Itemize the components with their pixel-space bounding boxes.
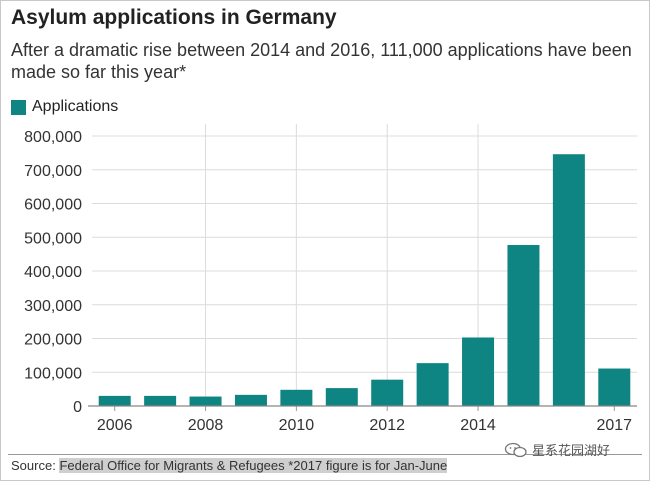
wechat-icon: [504, 442, 527, 457]
bar-2015: [507, 245, 540, 406]
legend-label: Applications: [32, 98, 119, 115]
y-tick-label: 100,000: [24, 365, 82, 382]
bar-2017: [598, 368, 631, 406]
bar-2014: [462, 337, 495, 406]
x-tick-label: 2012: [369, 417, 405, 434]
bar-2008: [189, 396, 222, 406]
x-tick-label: 2017: [596, 417, 632, 434]
x-tick-label: 2010: [279, 417, 315, 434]
y-tick-label: 400,000: [24, 264, 82, 281]
bar-2010: [280, 389, 313, 406]
source-note: Source: Federal Office for Migrants & Re…: [11, 458, 448, 473]
y-tick-label: 300,000: [24, 298, 82, 315]
legend: Applications: [11, 98, 118, 116]
y-tick-label: 800,000: [24, 129, 82, 146]
x-tick-label: 2014: [460, 417, 496, 434]
watermark: 星系花园湖好: [504, 440, 610, 459]
watermark-text: 星系花园湖好: [532, 443, 611, 458]
footer-divider: [8, 454, 642, 455]
chart-subtitle: After a dramatic rise between 2014 and 2…: [11, 40, 632, 82]
y-tick-label: 700,000: [24, 163, 82, 180]
bar-2016: [552, 154, 585, 406]
source-detail: Federal Office for Migrants & Refugees *…: [59, 458, 448, 473]
bar-2013: [416, 363, 449, 406]
chart-title: Asylum applications in Germany: [11, 6, 337, 29]
bar-2011: [325, 388, 358, 406]
y-tick-label: 200,000: [24, 332, 82, 349]
y-tick-label: 500,000: [24, 230, 82, 247]
bar-2006: [98, 395, 131, 406]
x-tick-label: 2008: [188, 417, 224, 434]
source-label: Source:: [11, 458, 56, 473]
bar-2009: [234, 394, 267, 406]
y-tick-label: 600,000: [24, 197, 82, 214]
y-tick-label: 0: [73, 399, 82, 416]
bar-2007: [144, 395, 177, 406]
x-tick-label: 2006: [97, 417, 133, 434]
bar-2012: [371, 379, 404, 406]
legend-swatch: [11, 99, 26, 115]
